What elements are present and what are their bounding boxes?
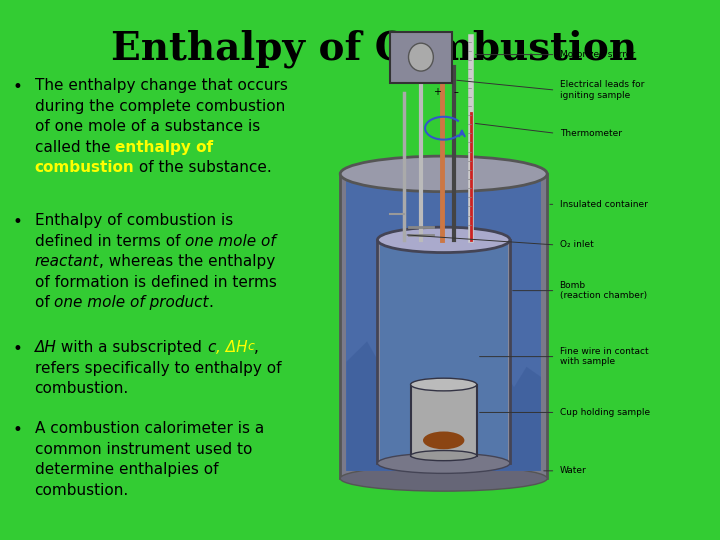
Ellipse shape: [410, 450, 477, 461]
Text: ΔH: ΔH: [35, 340, 56, 355]
Text: Electrical leads for
igniting sample: Electrical leads for igniting sample: [559, 80, 644, 100]
Bar: [390, 32, 452, 83]
Text: A combustion calorimeter is a: A combustion calorimeter is a: [35, 421, 264, 436]
Text: +: +: [433, 87, 441, 97]
Text: Enthalpy of Combustion: Enthalpy of Combustion: [112, 30, 637, 68]
Ellipse shape: [408, 43, 433, 71]
Text: , whereas the enthalpy: , whereas the enthalpy: [99, 254, 275, 269]
Text: combustion: combustion: [35, 160, 135, 176]
Text: Insulated container: Insulated container: [559, 200, 647, 209]
Text: Bomb
(reaction chamber): Bomb (reaction chamber): [559, 281, 647, 300]
Text: Water: Water: [559, 467, 586, 475]
Text: c: c: [207, 340, 215, 355]
Text: of one mole of a substance is: of one mole of a substance is: [35, 119, 260, 134]
Text: Cup holding sample: Cup holding sample: [559, 408, 649, 417]
Text: reactant: reactant: [35, 254, 99, 269]
Text: Motorized stirrer: Motorized stirrer: [559, 50, 635, 59]
Text: one mole of product: one mole of product: [54, 295, 209, 310]
Text: called the: called the: [35, 140, 115, 155]
Ellipse shape: [410, 378, 477, 391]
Ellipse shape: [340, 156, 547, 192]
Text: –: –: [454, 87, 459, 97]
Text: •: •: [13, 213, 23, 231]
Text: refers specifically to enthalpy of: refers specifically to enthalpy of: [35, 361, 281, 376]
Text: common instrument used to: common instrument used to: [35, 442, 252, 457]
Text: Thermometer: Thermometer: [559, 129, 621, 138]
Bar: [410, 384, 477, 456]
Bar: [346, 179, 541, 471]
Text: of the substance.: of the substance.: [135, 160, 272, 176]
Bar: [379, 245, 508, 461]
Text: Enthalpy of combustion is: Enthalpy of combustion is: [35, 213, 233, 228]
Text: O₂ inlet: O₂ inlet: [559, 240, 593, 249]
Text: defined in terms of: defined in terms of: [35, 234, 185, 249]
Text: c: c: [247, 340, 254, 353]
Text: The enthalpy change that occurs: The enthalpy change that occurs: [35, 78, 287, 93]
Text: •: •: [13, 78, 23, 96]
Text: during the complete combustion: during the complete combustion: [35, 99, 285, 114]
Text: .: .: [209, 295, 214, 310]
Text: •: •: [13, 340, 23, 358]
Text: , ΔH: , ΔH: [215, 340, 247, 355]
Text: Fine wire in contact
with sample: Fine wire in contact with sample: [559, 347, 648, 366]
Text: one mole of: one mole of: [185, 234, 276, 249]
Ellipse shape: [423, 431, 464, 449]
Ellipse shape: [377, 227, 510, 253]
Polygon shape: [346, 341, 541, 471]
Ellipse shape: [377, 453, 510, 474]
Text: combustion.: combustion.: [35, 483, 129, 498]
Ellipse shape: [340, 465, 547, 491]
Bar: [340, 174, 547, 478]
Bar: [377, 240, 510, 463]
Text: of formation is defined in terms: of formation is defined in terms: [35, 275, 276, 290]
Text: determine enthalpies of: determine enthalpies of: [35, 462, 218, 477]
Text: enthalpy of: enthalpy of: [115, 140, 213, 155]
Text: of: of: [35, 295, 54, 310]
Text: •: •: [13, 421, 23, 439]
Text: ,: ,: [254, 340, 259, 355]
Text: combustion.: combustion.: [35, 381, 129, 396]
Text: with a subscripted: with a subscripted: [56, 340, 207, 355]
